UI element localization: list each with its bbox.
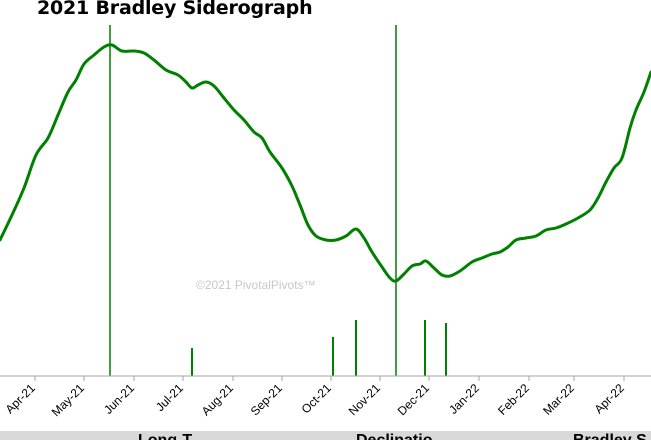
siderograph-line (0, 43, 651, 283)
strip-label-long-term: Long-T (138, 432, 192, 440)
watermark: ©2021 PivotalPivots™ (196, 278, 316, 292)
chart-title: 2021 Bradley Siderograph (37, 0, 313, 19)
bottom-strip: Long-T Declinatio Bradley S (0, 431, 651, 440)
turn-date-bars (109, 25, 447, 376)
x-axis-ticks (34, 376, 625, 381)
strip-label-bradley: Bradley S (573, 432, 647, 440)
strip-label-declination: Declinatio (356, 432, 432, 440)
